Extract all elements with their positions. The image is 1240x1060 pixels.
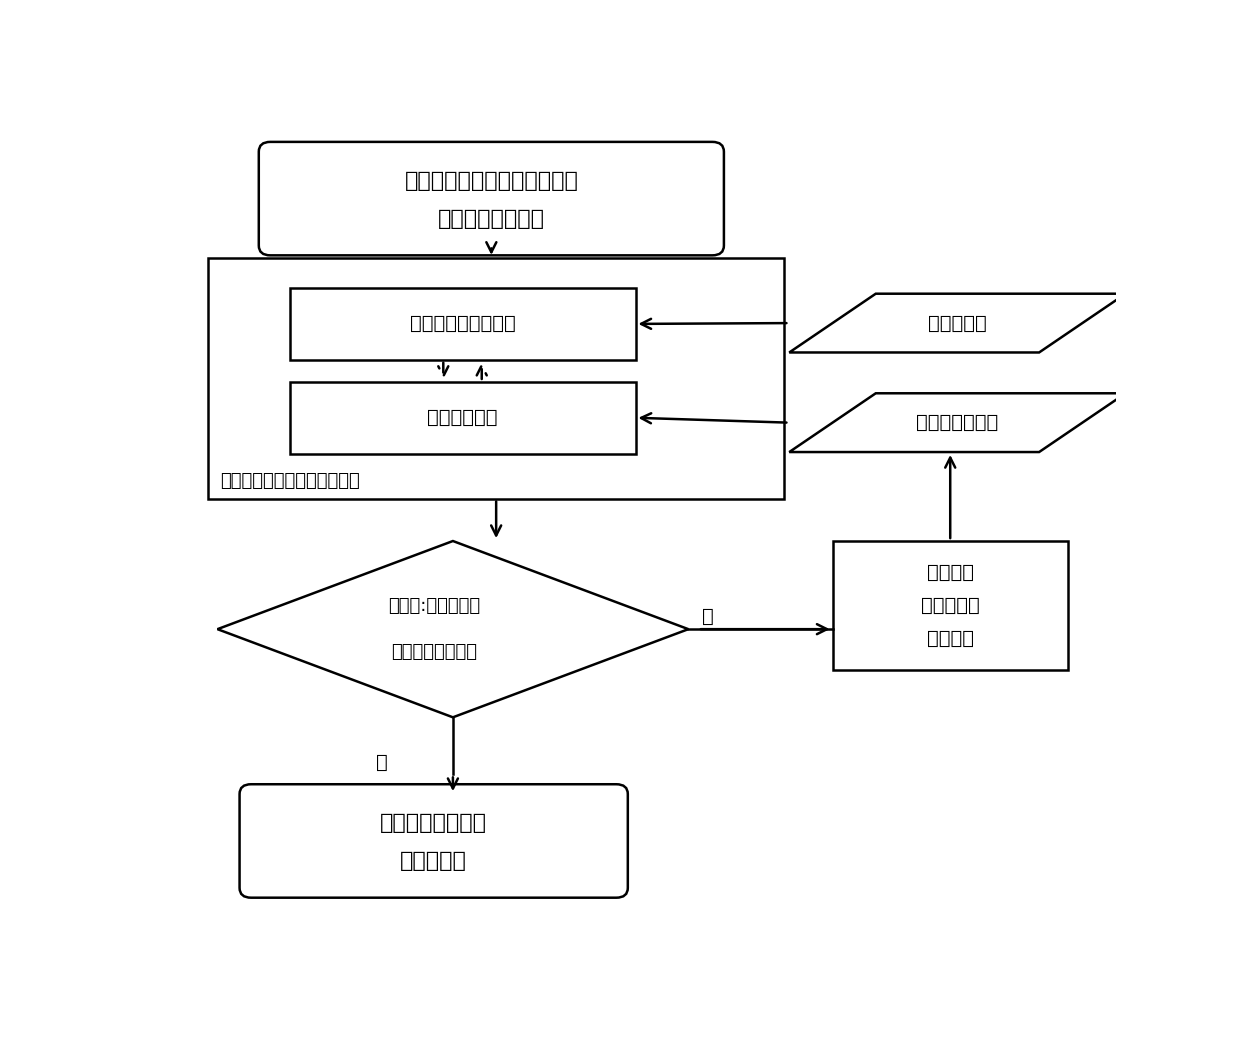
Text: 输出涡轮和增压器: 输出涡轮和增压器 bbox=[381, 813, 487, 833]
Text: 步骤三:内燃机性能: 步骤三:内燃机性能 bbox=[388, 597, 480, 615]
Text: 步骤一：明确内燃机运行特点: 步骤一：明确内燃机运行特点 bbox=[404, 171, 578, 191]
Text: 是: 是 bbox=[376, 753, 388, 772]
Text: 增压通流模型: 增压通流模型 bbox=[428, 408, 497, 427]
Text: 否: 否 bbox=[702, 607, 713, 626]
FancyBboxPatch shape bbox=[259, 142, 724, 255]
Bar bbox=[832, 541, 1068, 670]
Text: 几何参数: 几何参数 bbox=[926, 629, 973, 648]
Bar bbox=[290, 288, 635, 359]
Text: 步骤二：内燃机性能参数计算: 步骤二：内燃机性能参数计算 bbox=[221, 473, 360, 491]
Text: 的几何参数: 的几何参数 bbox=[401, 851, 467, 871]
Text: 调整涡轮: 调整涡轮 bbox=[926, 563, 973, 582]
Text: 内燃机参数: 内燃机参数 bbox=[928, 314, 987, 333]
Text: 及性能参数目标值: 及性能参数目标值 bbox=[438, 209, 544, 229]
FancyBboxPatch shape bbox=[239, 784, 627, 898]
Text: 内燃机热力循环模型: 内燃机热力循环模型 bbox=[409, 315, 516, 334]
Text: 增压器几何参数: 增压器几何参数 bbox=[916, 413, 998, 432]
Bar bbox=[208, 258, 785, 498]
Text: 和增压器的: 和增压器的 bbox=[921, 596, 980, 615]
Polygon shape bbox=[789, 294, 1126, 353]
Polygon shape bbox=[789, 393, 1126, 452]
Polygon shape bbox=[217, 541, 688, 718]
Text: 参数是否达到目标: 参数是否达到目标 bbox=[391, 643, 476, 661]
Bar bbox=[290, 382, 635, 454]
